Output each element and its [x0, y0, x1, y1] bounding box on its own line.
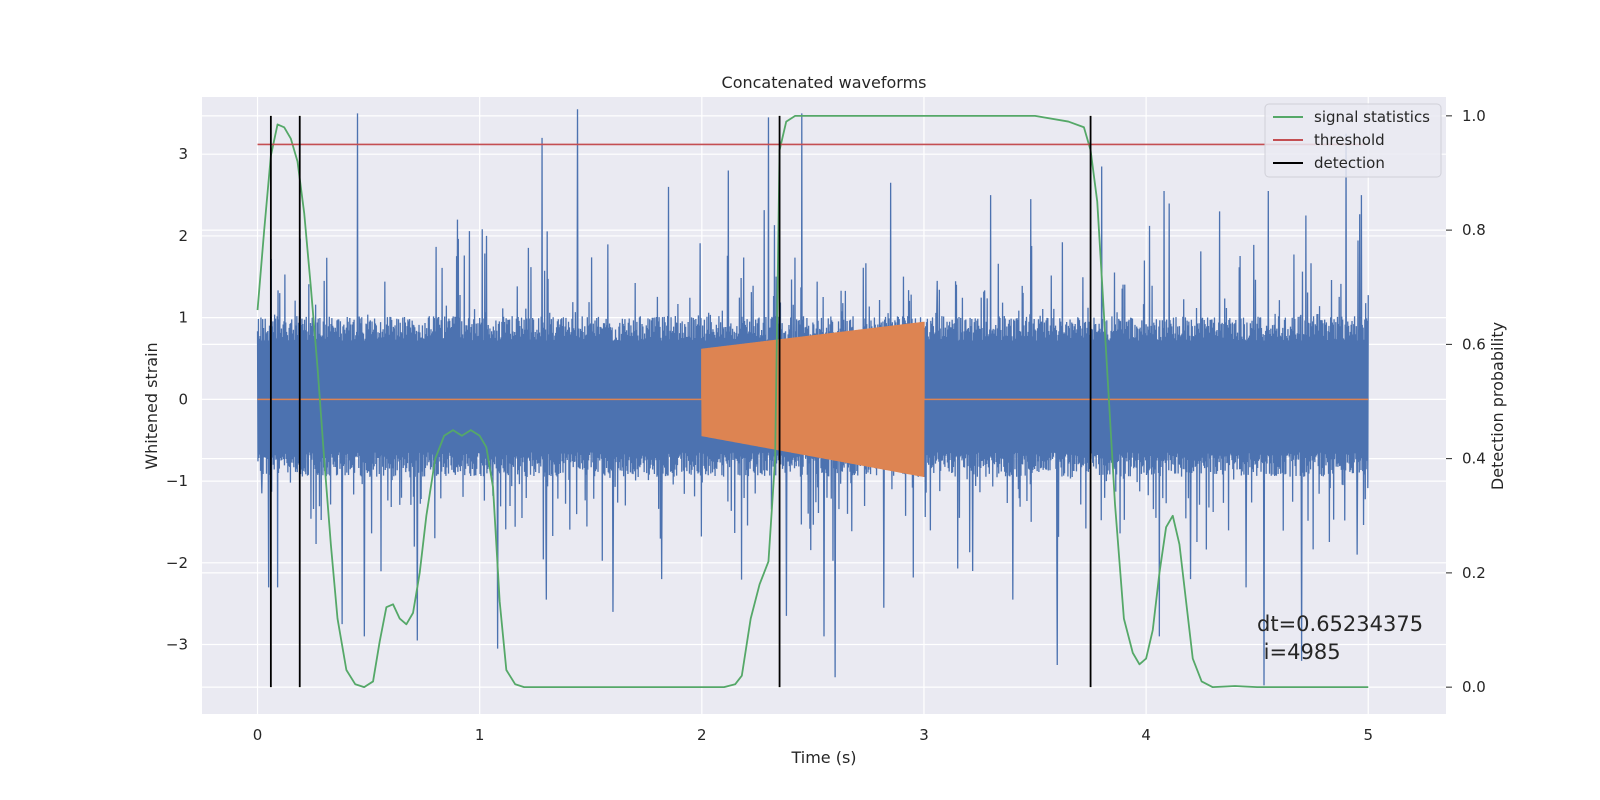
- x-tick-label-0: 0: [253, 726, 263, 744]
- legend-box: [1264, 103, 1442, 178]
- y-right-tick-label-2: 0.4: [1462, 450, 1486, 468]
- legend-label-signal-statistics: signal statistics: [1314, 108, 1430, 126]
- series-signal-statistics: [256, 114, 1369, 689]
- y-tick-label-4: 1: [178, 309, 188, 327]
- x-axis-label: Time (s): [790, 748, 856, 767]
- legend: signal statistics threshold detection: [1264, 103, 1442, 178]
- y-right-tick-label-5: 1.0: [1462, 107, 1486, 125]
- axes: 0 1 2 3 4 5 −3 −2 −1 0 1 2 3 0.0 0.2 0.4 0.6 0.8 1.0: [166, 107, 1486, 744]
- y-tick-label-6: 3: [178, 145, 188, 163]
- annotation-dt: dt=0.65234375: [1257, 612, 1423, 636]
- x-tick-label-2: 2: [697, 726, 707, 744]
- y-tick-label-3: 0: [178, 390, 188, 408]
- y-right-tick-label-0: 0.0: [1462, 678, 1486, 696]
- chart-title: Concatenated waveforms: [722, 73, 927, 92]
- y-axis-label: Whitened strain: [142, 342, 161, 469]
- legend-label-threshold: threshold: [1314, 131, 1385, 149]
- annotation-i: i=4985: [1257, 640, 1341, 664]
- x-tick-label-3: 3: [919, 726, 929, 744]
- series-injected-waveform: [257, 321, 1369, 477]
- y-right-tick-label-4: 0.8: [1462, 221, 1486, 239]
- y-right-tick-label-1: 0.2: [1462, 564, 1486, 582]
- y-tick-label-5: 2: [178, 227, 188, 245]
- x-tick-label-5: 5: [1363, 726, 1373, 744]
- y-tick-label-2: −1: [166, 472, 188, 490]
- x-tick-label-1: 1: [475, 726, 485, 744]
- y-tick-label-1: −2: [166, 554, 188, 572]
- y-axis-right-label: Detection probability: [1488, 322, 1507, 490]
- y-tick-label-0: −3: [166, 636, 188, 654]
- legend-label-detection: detection: [1314, 154, 1385, 172]
- x-tick-label-4: 4: [1141, 726, 1151, 744]
- y-right-tick-label-3: 0.6: [1462, 335, 1486, 353]
- plot-area: [256, 109, 1369, 689]
